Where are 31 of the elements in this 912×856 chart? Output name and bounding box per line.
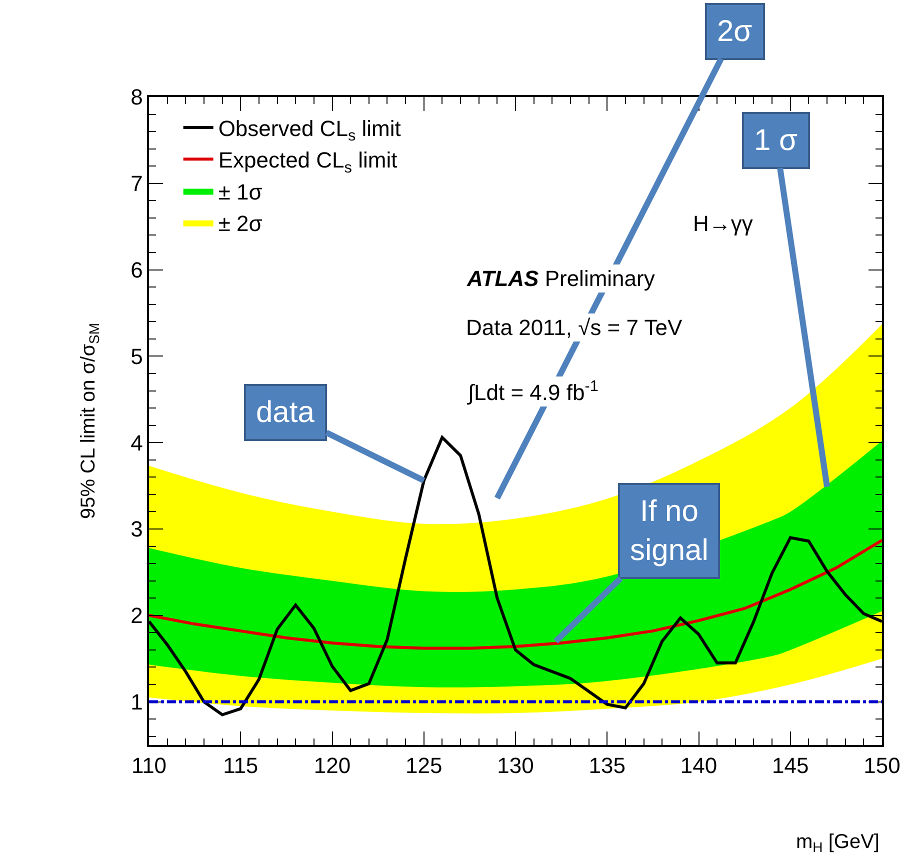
y-tick-label: 7 — [130, 171, 143, 196]
y-tick-label: 2 — [130, 603, 143, 628]
x-tick-label: 130 — [497, 753, 534, 778]
y-tick-label: 4 — [130, 430, 143, 456]
annotation: Data 2011, √s = 7 TeV — [466, 315, 682, 340]
annotation: H→γγ — [693, 211, 753, 236]
annotation: data — [256, 396, 315, 429]
annotation: ∫Ldt = 4.9 fb$^{-1}$ — [466, 378, 598, 406]
x-tick-label: 150 — [864, 753, 900, 778]
y-tick-label: 5 — [130, 344, 143, 369]
x-tick-label: 120 — [314, 753, 351, 778]
text: 2σ — [717, 15, 753, 48]
y-tick-label: 6 — [130, 258, 143, 282]
x-tick-label: 140 — [680, 753, 718, 778]
annotation: ATLAS Preliminary — [466, 266, 655, 291]
y-tick-label: 1 — [130, 690, 143, 714]
legend-label: Expected CL$_{s}$ limit — [218, 148, 398, 176]
line-series — [149, 538, 882, 650]
x-tick-label: 145 — [772, 753, 809, 778]
x-tick-label: 115 — [223, 753, 258, 778]
x-axis-title: m$_{H}$ [GeV] — [796, 831, 880, 856]
y-tick-label: 8 — [130, 84, 143, 110]
legend-label: ± 1σ — [218, 179, 263, 204]
x-tick-label: 135 — [588, 753, 626, 778]
y-tick-label: 3 — [130, 516, 143, 542]
annotation: If no signal — [630, 495, 708, 567]
legend-label: ± 2σ — [218, 210, 263, 236]
x-tick-label: 110 — [131, 753, 167, 778]
legend-label: Observed CL$_{s}$ limit — [218, 116, 401, 145]
annotation: 1 σ — [754, 124, 798, 157]
x-tick-label: 125 — [406, 753, 442, 778]
